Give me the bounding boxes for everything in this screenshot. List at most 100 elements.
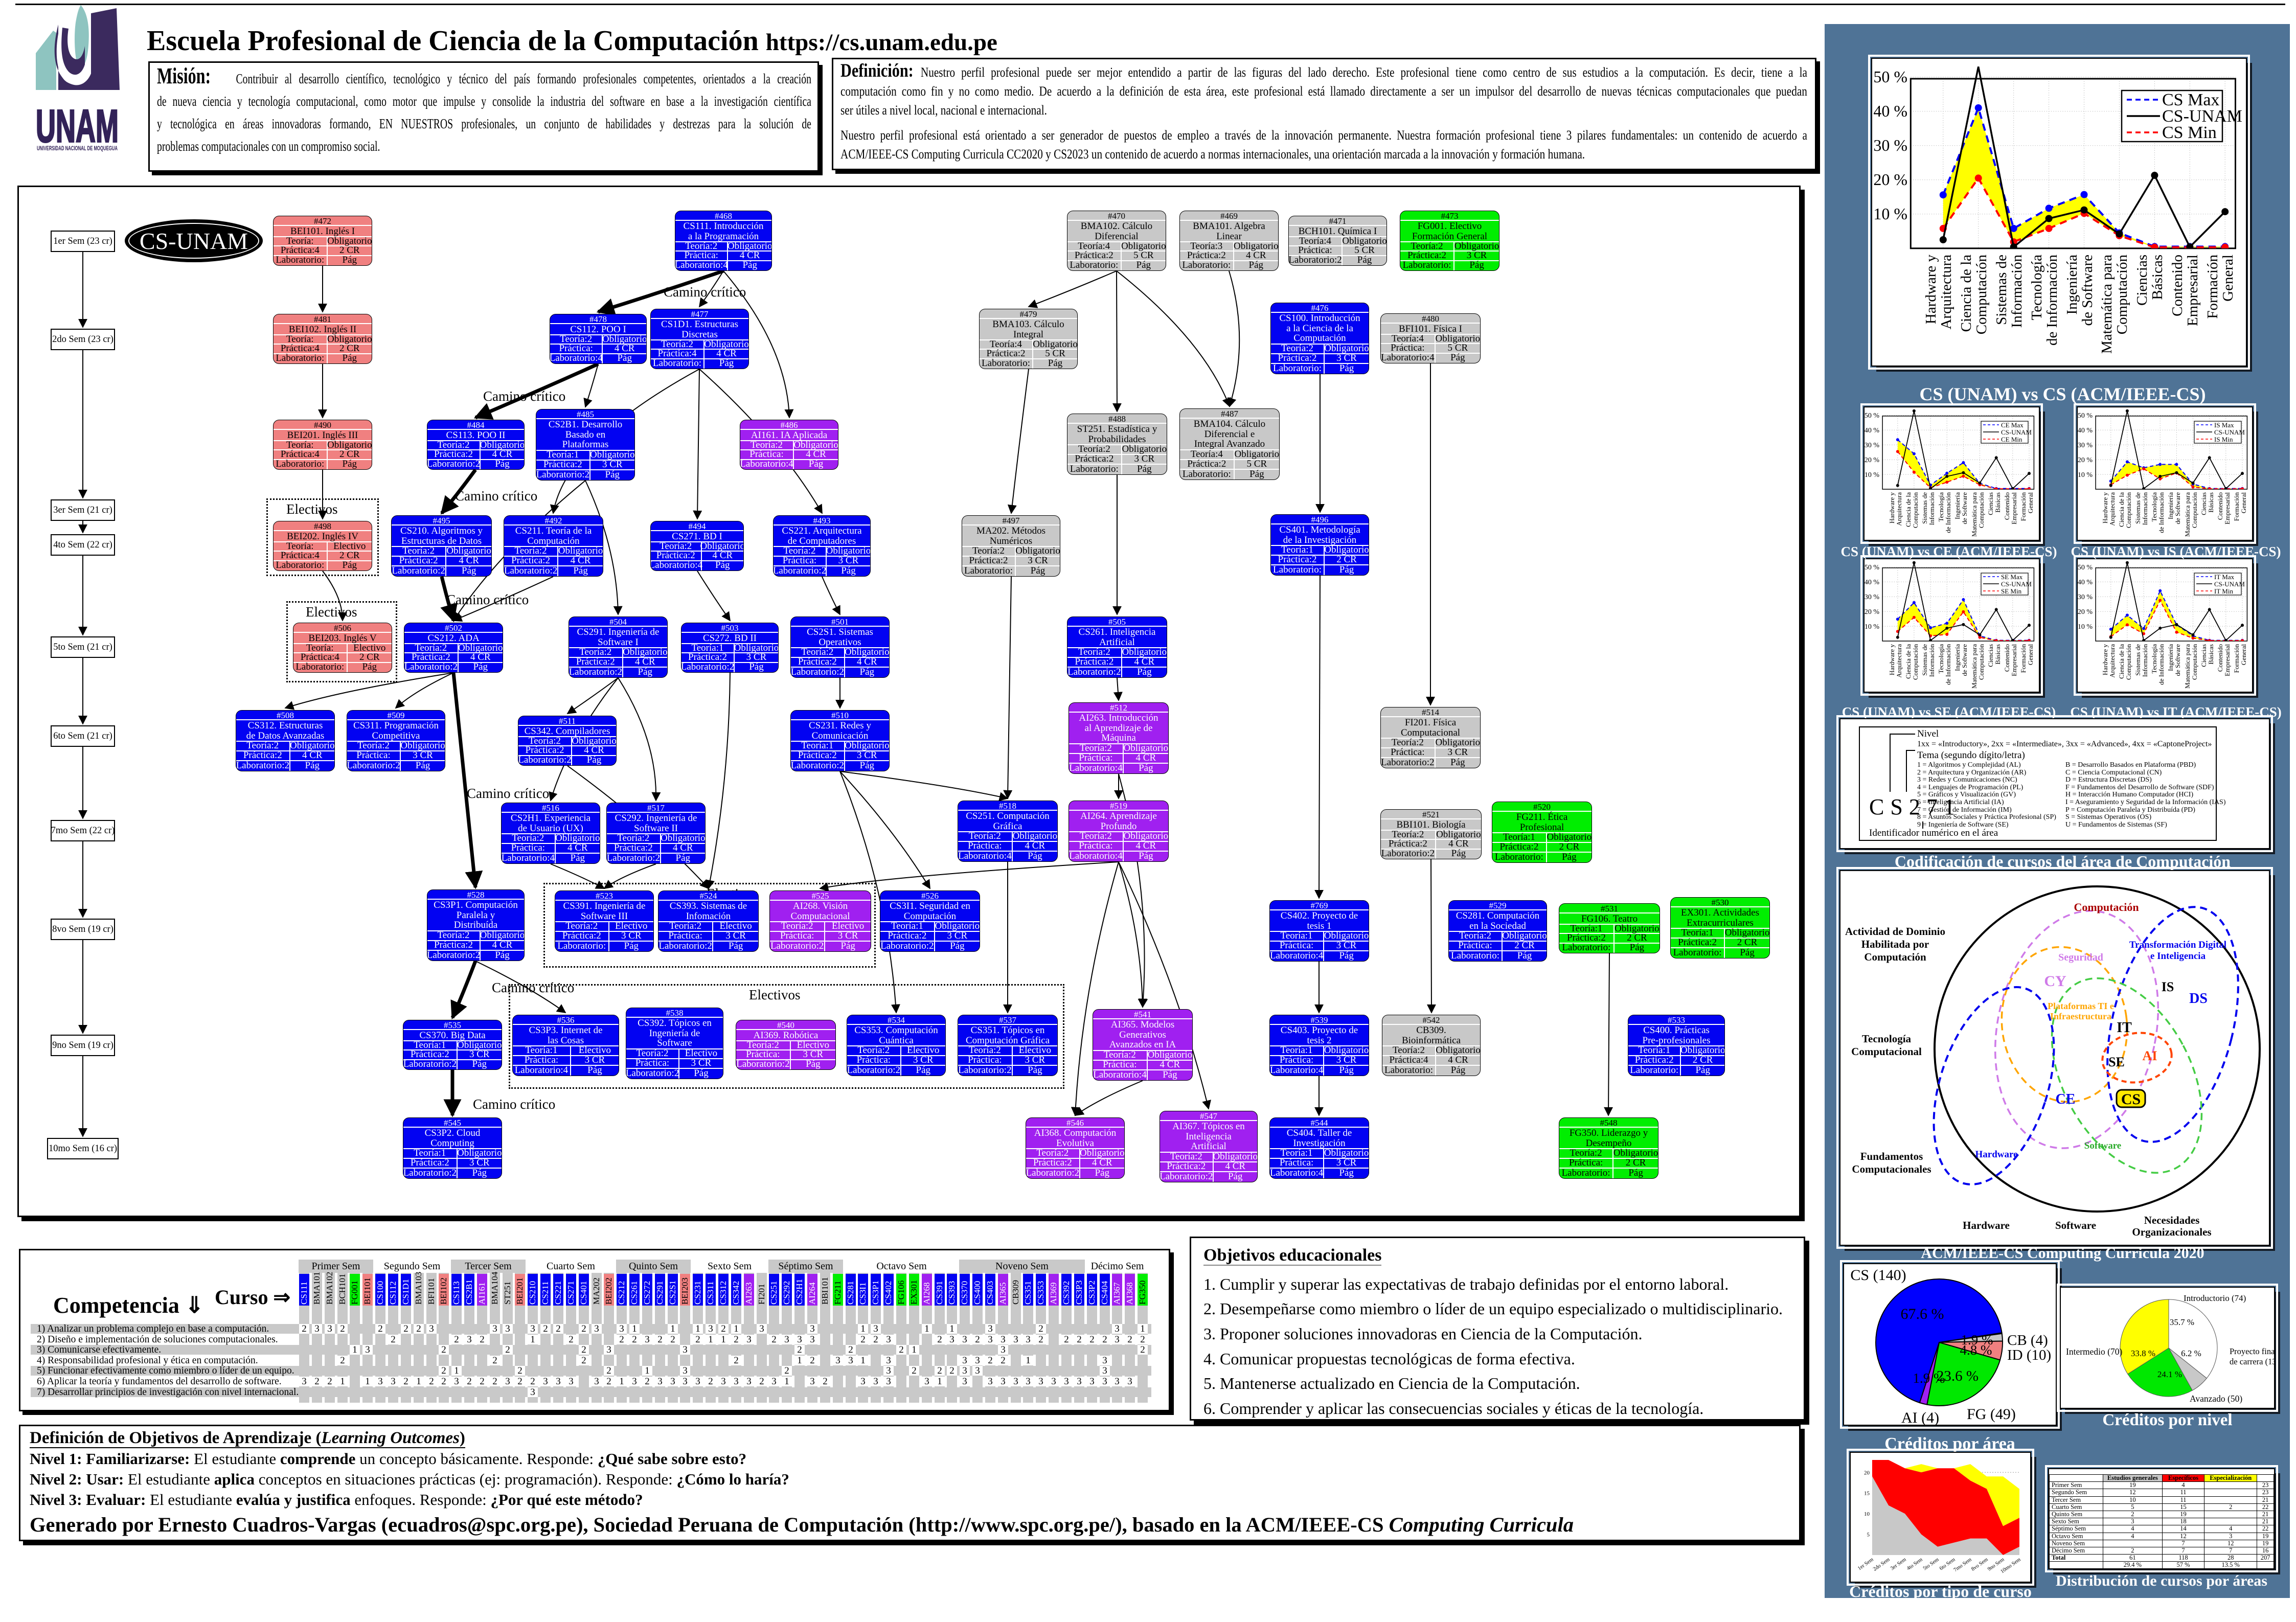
svg-text:CY: CY <box>2044 973 2066 990</box>
svg-text:4to Sem: 4to Sem <box>1906 1557 1924 1571</box>
svg-text:Proyecto final: Proyecto final <box>2230 1346 2274 1356</box>
svg-text:IS Max: IS Max <box>2214 421 2234 429</box>
svg-text:40 %: 40 % <box>1865 427 1879 435</box>
svg-text:CS: CS <box>2121 1091 2141 1108</box>
svg-text:Información: Información <box>2141 492 2149 526</box>
svg-text:IT: IT <box>2117 1020 2132 1036</box>
svg-text:Ciencia de la: Ciencia de la <box>2118 644 2125 679</box>
svg-text:7mo Sem: 7mo Sem <box>1953 1557 1973 1573</box>
svg-text:Tecnología: Tecnología <box>2150 644 2158 674</box>
svg-text:Ingeniería: Ingeniería <box>1953 644 1961 671</box>
svg-text:CS-UNAM: CS-UNAM <box>2162 107 2242 126</box>
svg-text:CB (4): CB (4) <box>2007 1332 2048 1349</box>
svg-text:Tecnología: Tecnología <box>1937 644 1945 674</box>
svg-text:IS: IS <box>2162 979 2174 994</box>
svg-text:10 %: 10 % <box>1865 623 1879 631</box>
svg-text:SE Min: SE Min <box>2001 587 2022 595</box>
svg-text:General: General <box>2027 644 2034 666</box>
svg-text:CE Max: CE Max <box>2001 421 2024 429</box>
svg-text:Hardware: Hardware <box>1963 1219 2010 1231</box>
svg-text:50 %: 50 % <box>2078 412 2093 420</box>
svg-text:Hardware: Hardware <box>1975 1149 2017 1160</box>
svg-text:23.6 %: 23.6 % <box>1937 1368 1979 1384</box>
svg-text:Empresarial: Empresarial <box>2223 644 2231 676</box>
svg-text:ID (10): ID (10) <box>2007 1347 2051 1363</box>
svg-text:Formación: Formación <box>2019 644 2027 673</box>
svg-text:4.8 %: 4.8 % <box>1960 1342 1992 1358</box>
svg-text:Ciencias: Ciencias <box>1987 644 1994 667</box>
svg-text:CS-UNAM: CS-UNAM <box>2214 580 2245 588</box>
svg-text:IT Min: IT Min <box>2214 587 2233 595</box>
svg-text:Matemática para: Matemática para <box>2099 255 2115 354</box>
svg-text:Contenido: Contenido <box>2003 644 2011 672</box>
svg-text:20 %: 20 % <box>2078 608 2093 616</box>
svg-text:Computación: Computación <box>2074 901 2139 913</box>
svg-text:50 %: 50 % <box>1865 564 1879 572</box>
svg-text:33.8 %: 33.8 % <box>2131 1349 2155 1358</box>
svg-text:CS Min: CS Min <box>2162 123 2217 142</box>
svg-text:Hardware y: Hardware y <box>2101 644 2109 675</box>
svg-text:3er Sem: 3er Sem <box>1890 1557 1907 1571</box>
svg-text:de carrera (13): de carrera (13) <box>2230 1357 2274 1366</box>
svg-text:Empresarial: Empresarial <box>2010 644 2018 676</box>
svg-text:Formación: Formación <box>2233 644 2240 673</box>
svg-text:50 %: 50 % <box>1873 67 1907 86</box>
svg-text:20 %: 20 % <box>2078 456 2093 464</box>
svg-text:Contenido: Contenido <box>2169 255 2186 316</box>
svg-text:DS: DS <box>2189 991 2208 1007</box>
svg-text:Sistemas de: Sistemas de <box>2134 492 2142 524</box>
svg-text:40 %: 40 % <box>2078 427 2093 435</box>
svg-text:6.2 %: 6.2 % <box>2181 1349 2201 1358</box>
svg-text:Arquitectura: Arquitectura <box>1938 255 1954 330</box>
svg-text:30 %: 30 % <box>2078 593 2093 601</box>
svg-text:40 %: 40 % <box>1873 102 1907 120</box>
svg-text:15: 15 <box>1864 1491 1870 1497</box>
svg-text:de Información: de Información <box>1944 492 1952 533</box>
svg-text:Básicas: Básicas <box>1994 492 2002 513</box>
svg-text:Computación: Computación <box>2114 255 2130 335</box>
svg-text:Arquitectura: Arquitectura <box>1895 492 1903 526</box>
svg-text:Hardware y: Hardware y <box>1888 644 1896 675</box>
svg-text:CS-UNAM: CS-UNAM <box>2214 428 2245 436</box>
svg-text:Ingeniería: Ingeniería <box>2167 492 2174 519</box>
svg-text:Tecnología: Tecnología <box>1862 1033 1912 1045</box>
svg-text:Ciencia de la: Ciencia de la <box>2118 492 2125 527</box>
svg-text:Contenido: Contenido <box>2216 492 2224 520</box>
svg-text:Necesidades: Necesidades <box>2144 1214 2200 1226</box>
svg-text:1.9 %: 1.9 % <box>1913 1370 1945 1386</box>
svg-text:Ciencia de la: Ciencia de la <box>1904 644 1912 679</box>
svg-text:CS Max: CS Max <box>2162 90 2219 109</box>
svg-text:AI (4): AI (4) <box>1901 1409 1939 1426</box>
svg-text:10 %: 10 % <box>2078 623 2093 631</box>
svg-text:Ciencias: Ciencias <box>2134 255 2150 306</box>
svg-text:24.1 %: 24.1 % <box>2157 1369 2182 1379</box>
svg-text:10 %: 10 % <box>2078 471 2093 479</box>
svg-text:50 %: 50 % <box>1865 412 1879 420</box>
svg-text:Ciencias: Ciencias <box>2200 492 2208 515</box>
svg-text:Información: Información <box>1928 644 1936 677</box>
svg-text:Computación: Computación <box>1977 492 1985 529</box>
svg-text:Computación: Computación <box>2191 492 2198 529</box>
svg-text:Formación: Formación <box>2233 492 2240 521</box>
svg-text:30 %: 30 % <box>1865 442 1879 449</box>
svg-text:Transformación Digital: Transformación Digital <box>2129 940 2226 950</box>
svg-text:IT Max: IT Max <box>2214 573 2235 581</box>
svg-text:20 %: 20 % <box>1873 170 1907 189</box>
svg-text:Computación: Computación <box>1912 492 1919 529</box>
svg-text:Empresarial: Empresarial <box>2185 255 2201 326</box>
svg-text:Información: Información <box>1928 492 1936 526</box>
svg-text:Formación: Formación <box>2019 492 2027 521</box>
svg-text:Arquitectura: Arquitectura <box>2108 492 2116 526</box>
svg-text:Sistemas de: Sistemas de <box>2134 644 2142 676</box>
svg-text:IS Min: IS Min <box>2214 436 2233 443</box>
svg-text:Matemática para: Matemática para <box>1970 492 1978 537</box>
svg-text:Ingeniería: Ingeniería <box>2167 644 2174 671</box>
svg-text:de Información: de Información <box>2157 492 2165 533</box>
svg-text:CS-UNAM: CS-UNAM <box>2001 428 2032 436</box>
svg-text:General: General <box>2220 255 2236 302</box>
svg-text:8vo Sem: 8vo Sem <box>1970 1557 1989 1572</box>
svg-text:Información: Información <box>2141 644 2149 677</box>
svg-text:Plataformas TI e: Plataformas TI e <box>2048 1001 2114 1011</box>
svg-text:Sistemas de: Sistemas de <box>1993 255 2010 325</box>
svg-text:CE Min: CE Min <box>2001 436 2022 443</box>
